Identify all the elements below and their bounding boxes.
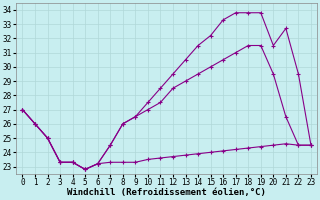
X-axis label: Windchill (Refroidissement éolien,°C): Windchill (Refroidissement éolien,°C) <box>67 188 266 197</box>
